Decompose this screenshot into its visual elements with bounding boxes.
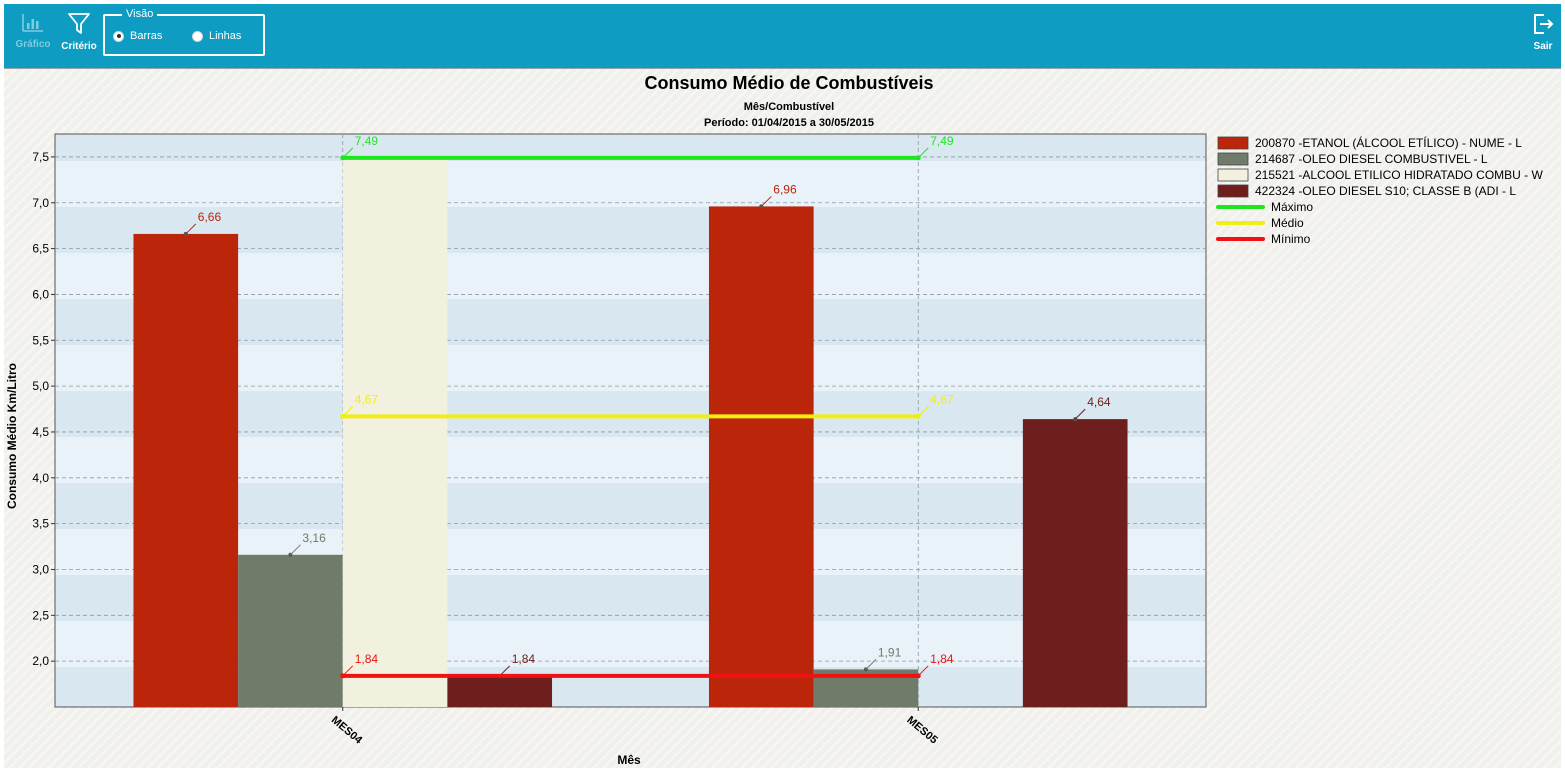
y-axis-title: Consumo Médio Km/Litro <box>5 363 19 509</box>
radio-linhas-label: Linhas <box>209 30 242 42</box>
data-label: 1,91 <box>878 645 902 659</box>
reference-label-leader <box>917 665 929 677</box>
grafico-label: Gráfico <box>15 39 51 50</box>
grafico-button[interactable]: Gráfico <box>14 12 52 50</box>
chart: Consumo Médio de Combustíveis Mês/Combus… <box>5 73 1544 767</box>
y-tick-label: 4,0 <box>32 471 49 485</box>
reference-label: 7,49 <box>355 134 379 148</box>
bar <box>238 554 343 707</box>
bar <box>1022 419 1128 707</box>
bar <box>708 206 814 708</box>
data-label: 4,64 <box>1087 395 1111 409</box>
y-axis: 2,0 2,5 3,0 3,5 4,0 4,5 5,0 5,5 6,0 6,5 7,0 7,5 <box>32 150 55 668</box>
chart-area: Consumo Médio de Combustíveis Mês/Combus… <box>4 68 1561 768</box>
y-tick-label: 6,5 <box>32 242 49 256</box>
reference-label-leader <box>917 147 929 159</box>
legend-swatch <box>1217 184 1249 198</box>
y-tick-label: 2,5 <box>32 608 49 622</box>
bars: 6,66 3,16 1,84 6,96 1,91 4,64 <box>133 157 1128 708</box>
legend-entry: 200870 -ETANOL (ÁLCOOL ETÍLICO) - NUME -… <box>1255 135 1522 150</box>
y-tick-label: 5,5 <box>32 333 49 347</box>
reference-label-leader <box>342 406 354 417</box>
radio-barras[interactable]: Barras <box>113 30 162 42</box>
bar <box>342 157 448 707</box>
data-label-leader <box>290 544 301 556</box>
reference-label: 7,49 <box>930 134 954 148</box>
x-axis-title: Mês <box>617 753 641 767</box>
chart-subtitle: Mês/Combustível <box>744 101 834 113</box>
reference-label-leader <box>342 147 354 159</box>
legend-entry: Máximo <box>1271 200 1313 214</box>
data-label: 6,96 <box>773 182 797 196</box>
x-axis: MES04 MES05 <box>329 707 940 747</box>
x-tick-label: MES05 <box>904 714 939 746</box>
y-tick-label: 3,0 <box>32 562 49 576</box>
y-tick-label: 5,0 <box>32 379 49 393</box>
reference-label: 1,84 <box>355 652 379 666</box>
reference-label: 4,67 <box>355 392 379 406</box>
bar <box>447 675 553 707</box>
visao-group <box>103 14 265 56</box>
legend-swatch <box>1217 136 1249 150</box>
y-tick-label: 7,5 <box>32 150 49 164</box>
reference-lines: 7,49 7,49 4,67 4,67 1,84 1,84 <box>340 134 954 679</box>
reference-label: 1,84 <box>930 652 954 666</box>
reference-label-leader <box>917 406 929 417</box>
y-tick-label: 4,5 <box>32 425 49 439</box>
y-tick-label: 3,5 <box>32 517 49 531</box>
legend-entry: 422324 -OLEO DIESEL S10; CLASSE B (ADI -… <box>1255 184 1516 198</box>
legend-swatch <box>1217 168 1249 182</box>
criterio-button[interactable]: Critério <box>58 12 100 52</box>
data-label: 6,66 <box>198 210 222 224</box>
sair-button[interactable]: Sair <box>1528 12 1558 52</box>
sair-label: Sair <box>1533 41 1553 52</box>
radio-barras-dot[interactable] <box>113 30 124 42</box>
legend-entry: 215521 -ALCOOL ETILICO HIDRATADO COMBU -… <box>1255 168 1544 182</box>
data-label: 1,84 <box>512 652 536 666</box>
legend: 200870 -ETANOL (ÁLCOOL ETÍLICO) - NUME -… <box>1216 135 1544 246</box>
filter-icon <box>68 13 90 34</box>
data-label-leader <box>865 659 877 670</box>
legend-swatch <box>1217 152 1249 166</box>
legend-entry: Mínimo <box>1271 232 1311 246</box>
bar <box>133 233 239 707</box>
x-tick-label: MES04 <box>329 714 365 747</box>
exit-icon <box>1534 14 1554 34</box>
chart-title: Consumo Médio de Combustíveis <box>644 73 933 93</box>
data-label-leader <box>1074 408 1086 420</box>
radio-linhas[interactable]: Linhas <box>192 30 241 42</box>
criterio-label: Critério <box>61 41 97 52</box>
y-tick-label: 2,0 <box>32 654 49 668</box>
chart-period: Período: 01/04/2015 a 30/05/2015 <box>704 117 874 129</box>
bar-chart-icon <box>22 14 43 32</box>
legend-entry: 214687 -OLEO DIESEL COMBUSTIVEL - L <box>1255 152 1488 166</box>
legend-entry: Médio <box>1271 216 1304 230</box>
reference-label: 4,67 <box>930 392 954 406</box>
data-label: 3,16 <box>302 531 326 545</box>
y-tick-label: 6,0 <box>32 287 49 301</box>
data-label-leader <box>185 223 197 235</box>
y-tick-label: 7,0 <box>32 196 49 210</box>
reference-label-leader <box>342 665 354 677</box>
data-label-leader <box>760 196 772 207</box>
radio-barras-label: Barras <box>130 30 163 42</box>
radio-linhas-dot[interactable] <box>192 30 203 42</box>
visao-legend: Visão <box>122 8 158 20</box>
